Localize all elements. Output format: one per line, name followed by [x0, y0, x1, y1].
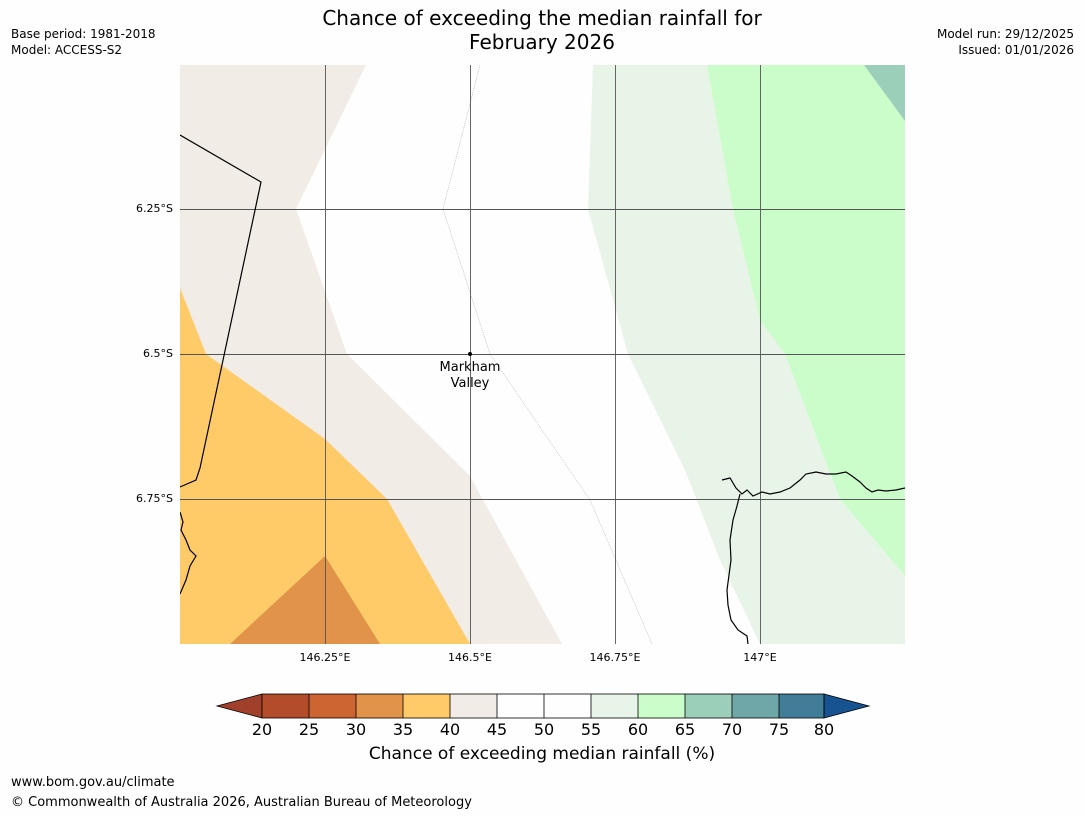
colorbar-tick: 75: [768, 720, 790, 739]
colorbar-tick: 20: [251, 720, 273, 739]
lat-label-6.75: 6.75°S: [136, 492, 173, 505]
lon-label-146.25: 146.25°E: [299, 651, 351, 664]
colorbar-dividers: [308, 694, 780, 718]
place-label-line-2: Valley: [450, 376, 490, 391]
colorbar-outline: [261, 693, 825, 719]
map-title: Chance of exceeding the median rainfall …: [242, 6, 842, 54]
colorbar-swatch-60-65: [638, 694, 685, 718]
lon-label-146.5: 146.5°E: [448, 651, 492, 664]
colorbar-low-extension: [215, 693, 263, 719]
band-35-40: [180, 288, 470, 644]
river-east: [726, 493, 749, 644]
title-line-1: Chance of exceeding the median rainfall …: [322, 6, 762, 30]
colorbar-tick: 60: [627, 720, 649, 739]
lat-label-6.25: 6.25°S: [136, 202, 173, 215]
contour-50: [442, 65, 653, 644]
issued-date: Issued: 01/01/2026: [958, 43, 1074, 57]
colorbar-swatch-65-70: [685, 694, 732, 718]
title-line-2: February 2026: [469, 30, 615, 54]
run-info: Model run: 29/12/2025 Issued: 01/01/2026: [937, 26, 1074, 58]
colorbar-swatch-70-75: [732, 694, 779, 718]
footer-url-link[interactable]: www.bom.gov.au/climate: [11, 775, 175, 790]
colorbar-swatch-55-60: [591, 694, 638, 718]
colorbar-swatch-35-40: [403, 694, 450, 718]
colorbar-tick: 55: [580, 720, 602, 739]
model-name: Model: ACCESS-S2: [11, 43, 123, 57]
place-label-markham-valley: Markham Valley: [420, 360, 520, 392]
place-label-line-1: Markham: [439, 360, 501, 375]
lat-label-6.5: 6.5°S: [143, 347, 173, 360]
band-30-35: [230, 556, 380, 644]
colorbar-label: Chance of exceeding median rainfall (%): [368, 744, 716, 764]
base-info: Base period: 1981-2018 Model: ACCESS-S2: [11, 26, 156, 58]
lon-label-147: 147°E: [743, 651, 777, 664]
model-run: Model run: 29/12/2025: [936, 27, 1074, 41]
colorbar-swatch-75-80: [779, 694, 824, 718]
markham-valley-marker: [468, 352, 472, 356]
colorbar-swatch-30-35: [356, 694, 403, 718]
colorbar-tick: 50: [533, 720, 555, 739]
colorbar-tick: 35: [392, 720, 414, 739]
colorbar-tick: 25: [298, 720, 320, 739]
colorbar-swatch-40-45: [450, 694, 497, 718]
colorbar-swatch-20-25: [262, 694, 309, 718]
base-period: Base period: 1981-2018: [11, 27, 156, 41]
colorbar-tick: 65: [674, 720, 696, 739]
colorbar-high-extension: [823, 693, 871, 719]
colorbar-swatch-50-55: [544, 694, 591, 718]
footer-copyright: © Commonwealth of Australia 2026, Austra…: [11, 795, 472, 810]
colorbar-tick: 80: [813, 720, 835, 739]
colorbar: [215, 693, 871, 719]
colorbar-tick: 70: [721, 720, 743, 739]
borders: [180, 134, 905, 644]
lon-label-146.75: 146.75°E: [589, 651, 641, 664]
coastline: [721, 471, 905, 497]
colorbar-tick: 40: [439, 720, 461, 739]
river-west: [180, 511, 197, 595]
province-border: [180, 134, 262, 488]
graticule: [180, 65, 905, 644]
band-65-70: [864, 65, 905, 121]
colorbar-tick: 30: [345, 720, 367, 739]
colorbar-tick: 45: [486, 720, 508, 739]
colorbar-swatch-45-50: [497, 694, 544, 718]
band-60-65: [707, 65, 905, 576]
colorbar-swatch-25-30: [309, 694, 356, 718]
